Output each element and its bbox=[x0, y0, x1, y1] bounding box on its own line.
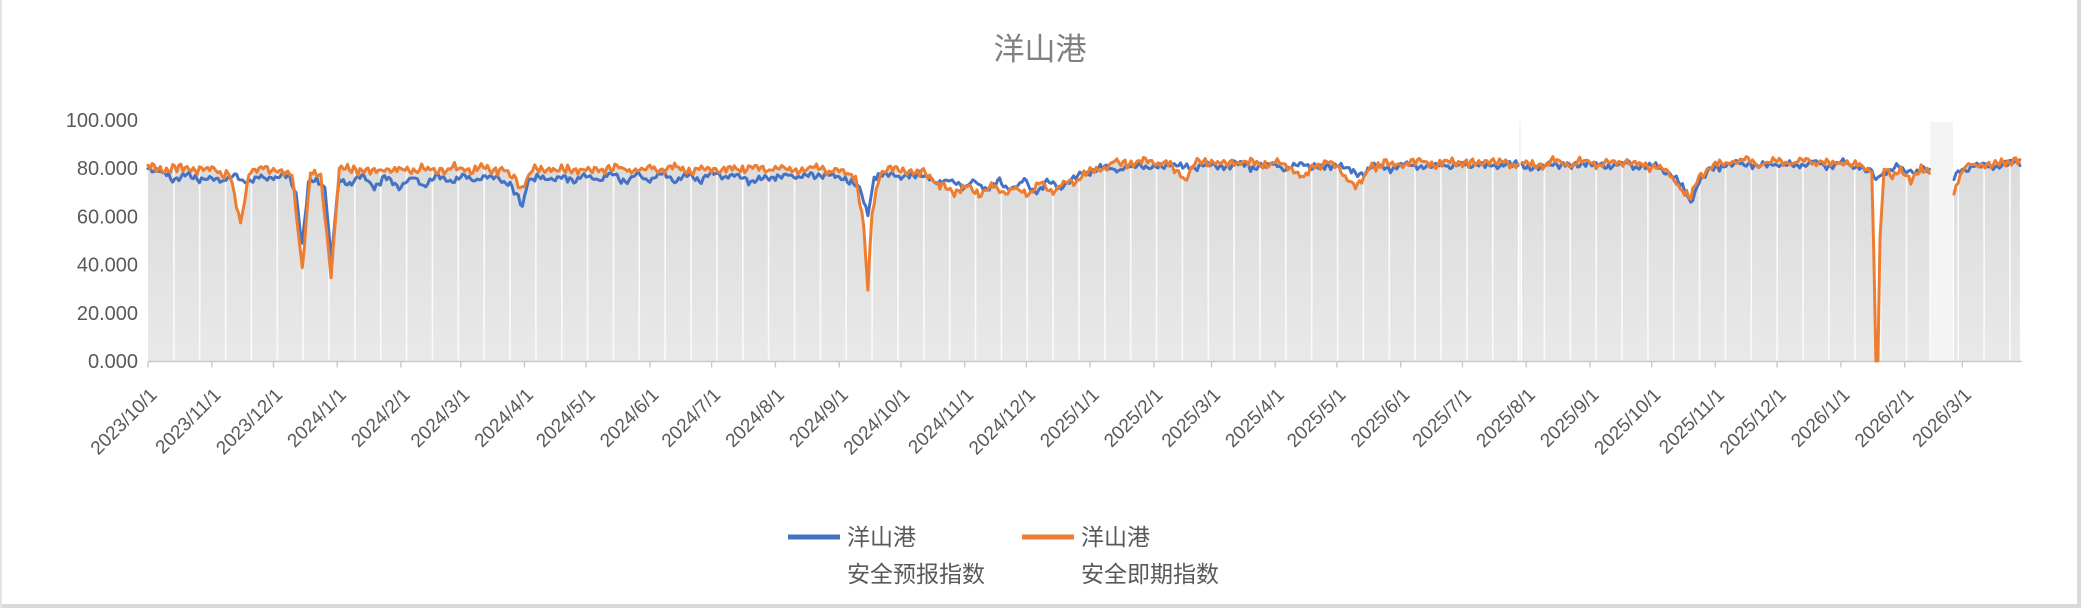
x-axis-label: 2024/1/1 bbox=[284, 385, 351, 452]
y-axis-label: 0.000 bbox=[88, 351, 138, 373]
series-lines bbox=[146, 155, 2022, 363]
legend-label-forecast-line2: 安全预报指数 bbox=[847, 561, 985, 587]
x-axis-label: 2024/6/1 bbox=[596, 385, 663, 452]
x-axis-label: 2024/4/1 bbox=[471, 385, 538, 452]
x-axis-label: 2025/5/1 bbox=[1283, 385, 1350, 452]
x-axis-label: 2025/4/1 bbox=[1222, 385, 1289, 452]
x-axis-label: 2023/12/1 bbox=[212, 385, 287, 460]
x-axis-label: 2024/12/1 bbox=[965, 385, 1040, 460]
window-border-bottom bbox=[0, 604, 2081, 608]
x-axis-label: 2026/1/1 bbox=[1787, 385, 1854, 452]
x-axis-label: 2024/10/1 bbox=[840, 385, 915, 460]
x-axis-label: 2025/3/1 bbox=[1158, 385, 1225, 452]
legend-entry-forecast: 洋山港 安全预报指数 bbox=[788, 524, 985, 587]
window-border-right bbox=[2077, 0, 2081, 608]
x-axis-label: 2023/10/1 bbox=[87, 385, 162, 460]
x-axis-label: 2024/8/1 bbox=[722, 385, 789, 452]
x-axis-label: 2024/2/1 bbox=[347, 385, 414, 452]
chart-title: 洋山港 bbox=[994, 32, 1087, 67]
y-axis-label: 20.000 bbox=[77, 303, 138, 325]
x-axis-label: 2025/6/1 bbox=[1347, 385, 1414, 452]
area-fill-layer bbox=[148, 156, 2020, 362]
y-axis-label: 100.000 bbox=[66, 110, 138, 132]
series-line-spot bbox=[146, 155, 1520, 292]
legend: 洋山港 安全预报指数 洋山港 安全即期指数 bbox=[788, 524, 1219, 587]
gap-strip bbox=[1519, 122, 1522, 362]
x-axis-label: 2025/2/1 bbox=[1100, 385, 1167, 452]
x-axis-label: 2025/12/1 bbox=[1716, 385, 1791, 460]
x-axis-label: 2025/8/1 bbox=[1473, 385, 1540, 452]
x-axis-label: 2025/7/1 bbox=[1409, 385, 1476, 452]
x-axis-label: 2024/7/1 bbox=[658, 385, 725, 452]
legend-entry-spot: 洋山港 安全即期指数 bbox=[1022, 524, 1219, 587]
y-axis-label: 80.000 bbox=[77, 158, 138, 180]
window-border-left bbox=[0, 0, 2, 608]
x-axis bbox=[147, 360, 2022, 368]
x-axis-label: 2024/3/1 bbox=[407, 385, 474, 452]
legend-label-spot-line2: 安全即期指数 bbox=[1081, 561, 1219, 587]
x-axis-label: 2026/3/1 bbox=[1909, 385, 1976, 452]
y-axis-label: 60.000 bbox=[77, 206, 138, 228]
x-axis-label: 2024/5/1 bbox=[532, 385, 599, 452]
series-line-spot bbox=[1520, 155, 1931, 363]
x-axis-label: 2025/1/1 bbox=[1036, 385, 1103, 452]
x-axis-labels: 2023/10/12023/11/12023/12/12024/1/12024/… bbox=[87, 385, 1976, 460]
data-gap-strips bbox=[1519, 122, 1953, 362]
legend-label-forecast-line1: 洋山港 bbox=[847, 524, 916, 550]
x-axis-label: 2025/10/1 bbox=[1591, 385, 1666, 460]
area-fill bbox=[1954, 157, 2020, 362]
legend-label-spot-line1: 洋山港 bbox=[1081, 524, 1150, 550]
gap-strip bbox=[1930, 122, 1953, 362]
x-axis-label: 2026/2/1 bbox=[1851, 385, 1918, 452]
y-axis-label: 40.000 bbox=[77, 255, 138, 277]
area-fill bbox=[148, 157, 1518, 362]
y-axis-labels: 100.000 80.000 60.000 40.000 20.000 0.000 bbox=[66, 110, 138, 373]
series-line-spot bbox=[1952, 156, 2022, 196]
